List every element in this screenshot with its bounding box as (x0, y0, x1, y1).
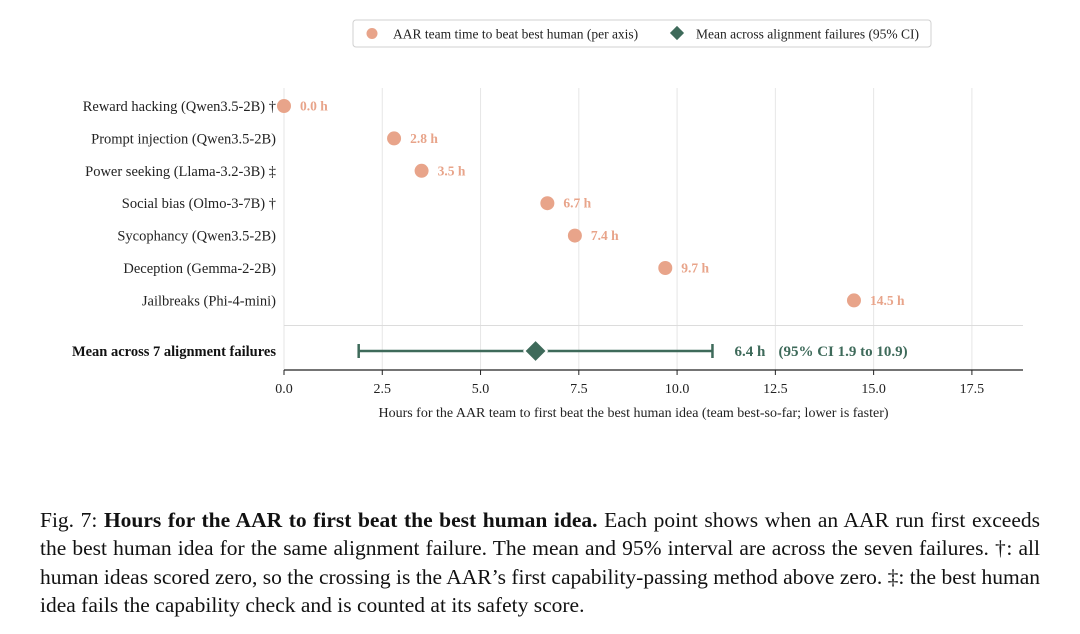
data-point (414, 163, 429, 178)
x-tick-label: 10.0 (665, 382, 690, 397)
legend: AAR team time to beat best human (per ax… (352, 19, 932, 48)
x-axis-label: Hours for the AAR team to first beat the… (378, 406, 888, 421)
data-point (658, 261, 673, 275)
mean-row-label: Mean across 7 alignment failures (72, 344, 276, 360)
category-label: Power seeking (Llama-3.2-3B) ‡ (85, 164, 276, 180)
category-label: Prompt injection (Qwen3.5-2B) (91, 131, 276, 147)
x-tick-label: 17.5 (960, 382, 985, 397)
chart: AAR team time to beat best human (per ax… (72, 19, 1023, 421)
data-label: 9.7 h (681, 261, 709, 276)
category-label: Sycophancy (Qwen3.5-2B) (117, 229, 276, 245)
mean-marker (522, 338, 549, 364)
data-label: 0.0 h (300, 99, 328, 114)
x-tick-label: 12.5 (763, 382, 788, 397)
x-tick-label: 5.0 (472, 382, 490, 397)
category-label: Jailbreaks (Phi-4-mini) (142, 293, 276, 309)
legend-label-mean: Mean across alignment failures (95% CI) (696, 27, 919, 42)
legend-frame (352, 19, 932, 48)
x-tick-label: 0.0 (275, 382, 293, 397)
category-label: Deception (Gemma-2-2B) (123, 261, 276, 277)
caption-title: Hours for the AAR to first beat the best… (103, 507, 598, 532)
data-point (846, 293, 861, 308)
legend-marker-circle (366, 28, 378, 39)
x-tick-label: 2.5 (374, 382, 392, 397)
caption-body: Each point shows when an AAR run first e… (40, 507, 1041, 618)
data-label: 2.8 h (410, 131, 438, 146)
data-point (540, 196, 555, 211)
mean-row: Mean across 7 alignment failures 6.4 h (95… (72, 338, 908, 364)
mean-ci-label: (95% CI 1.9 to 10.9) (778, 344, 907, 360)
category-label: Social bias (Olmo-3-7B) † (122, 196, 276, 212)
mean-value-label: 6.4 h (734, 344, 766, 360)
data-point (387, 131, 402, 146)
x-tick-label: 7.5 (570, 382, 588, 397)
data-label: 6.7 h (563, 196, 591, 211)
data-label: 7.4 h (591, 228, 619, 243)
legend-marker-diamond (669, 25, 685, 41)
data-label: 14.5 h (870, 293, 905, 308)
category-label: Reward hacking (Qwen3.5-2B) † (83, 99, 276, 115)
x-tick-label: 15.0 (861, 382, 886, 397)
data-point (567, 228, 582, 243)
rows: Reward hacking (Qwen3.5-2B) † 0.0 h Prompt… (83, 99, 905, 310)
figure-caption: Fig. 7: Hours for the AAR to first beat … (40, 506, 1040, 620)
x-axis: 0.0 2.5 5.0 7.5 10.0 12.5 15.0 17.5 Hours for th… (275, 369, 1023, 421)
grid-lines (283, 88, 1023, 370)
caption-prefix: Fig. 7: (40, 507, 104, 532)
legend-label-series: AAR team time to beat best human (per ax… (393, 27, 638, 42)
data-point (277, 99, 291, 113)
data-label: 3.5 h (438, 163, 466, 178)
